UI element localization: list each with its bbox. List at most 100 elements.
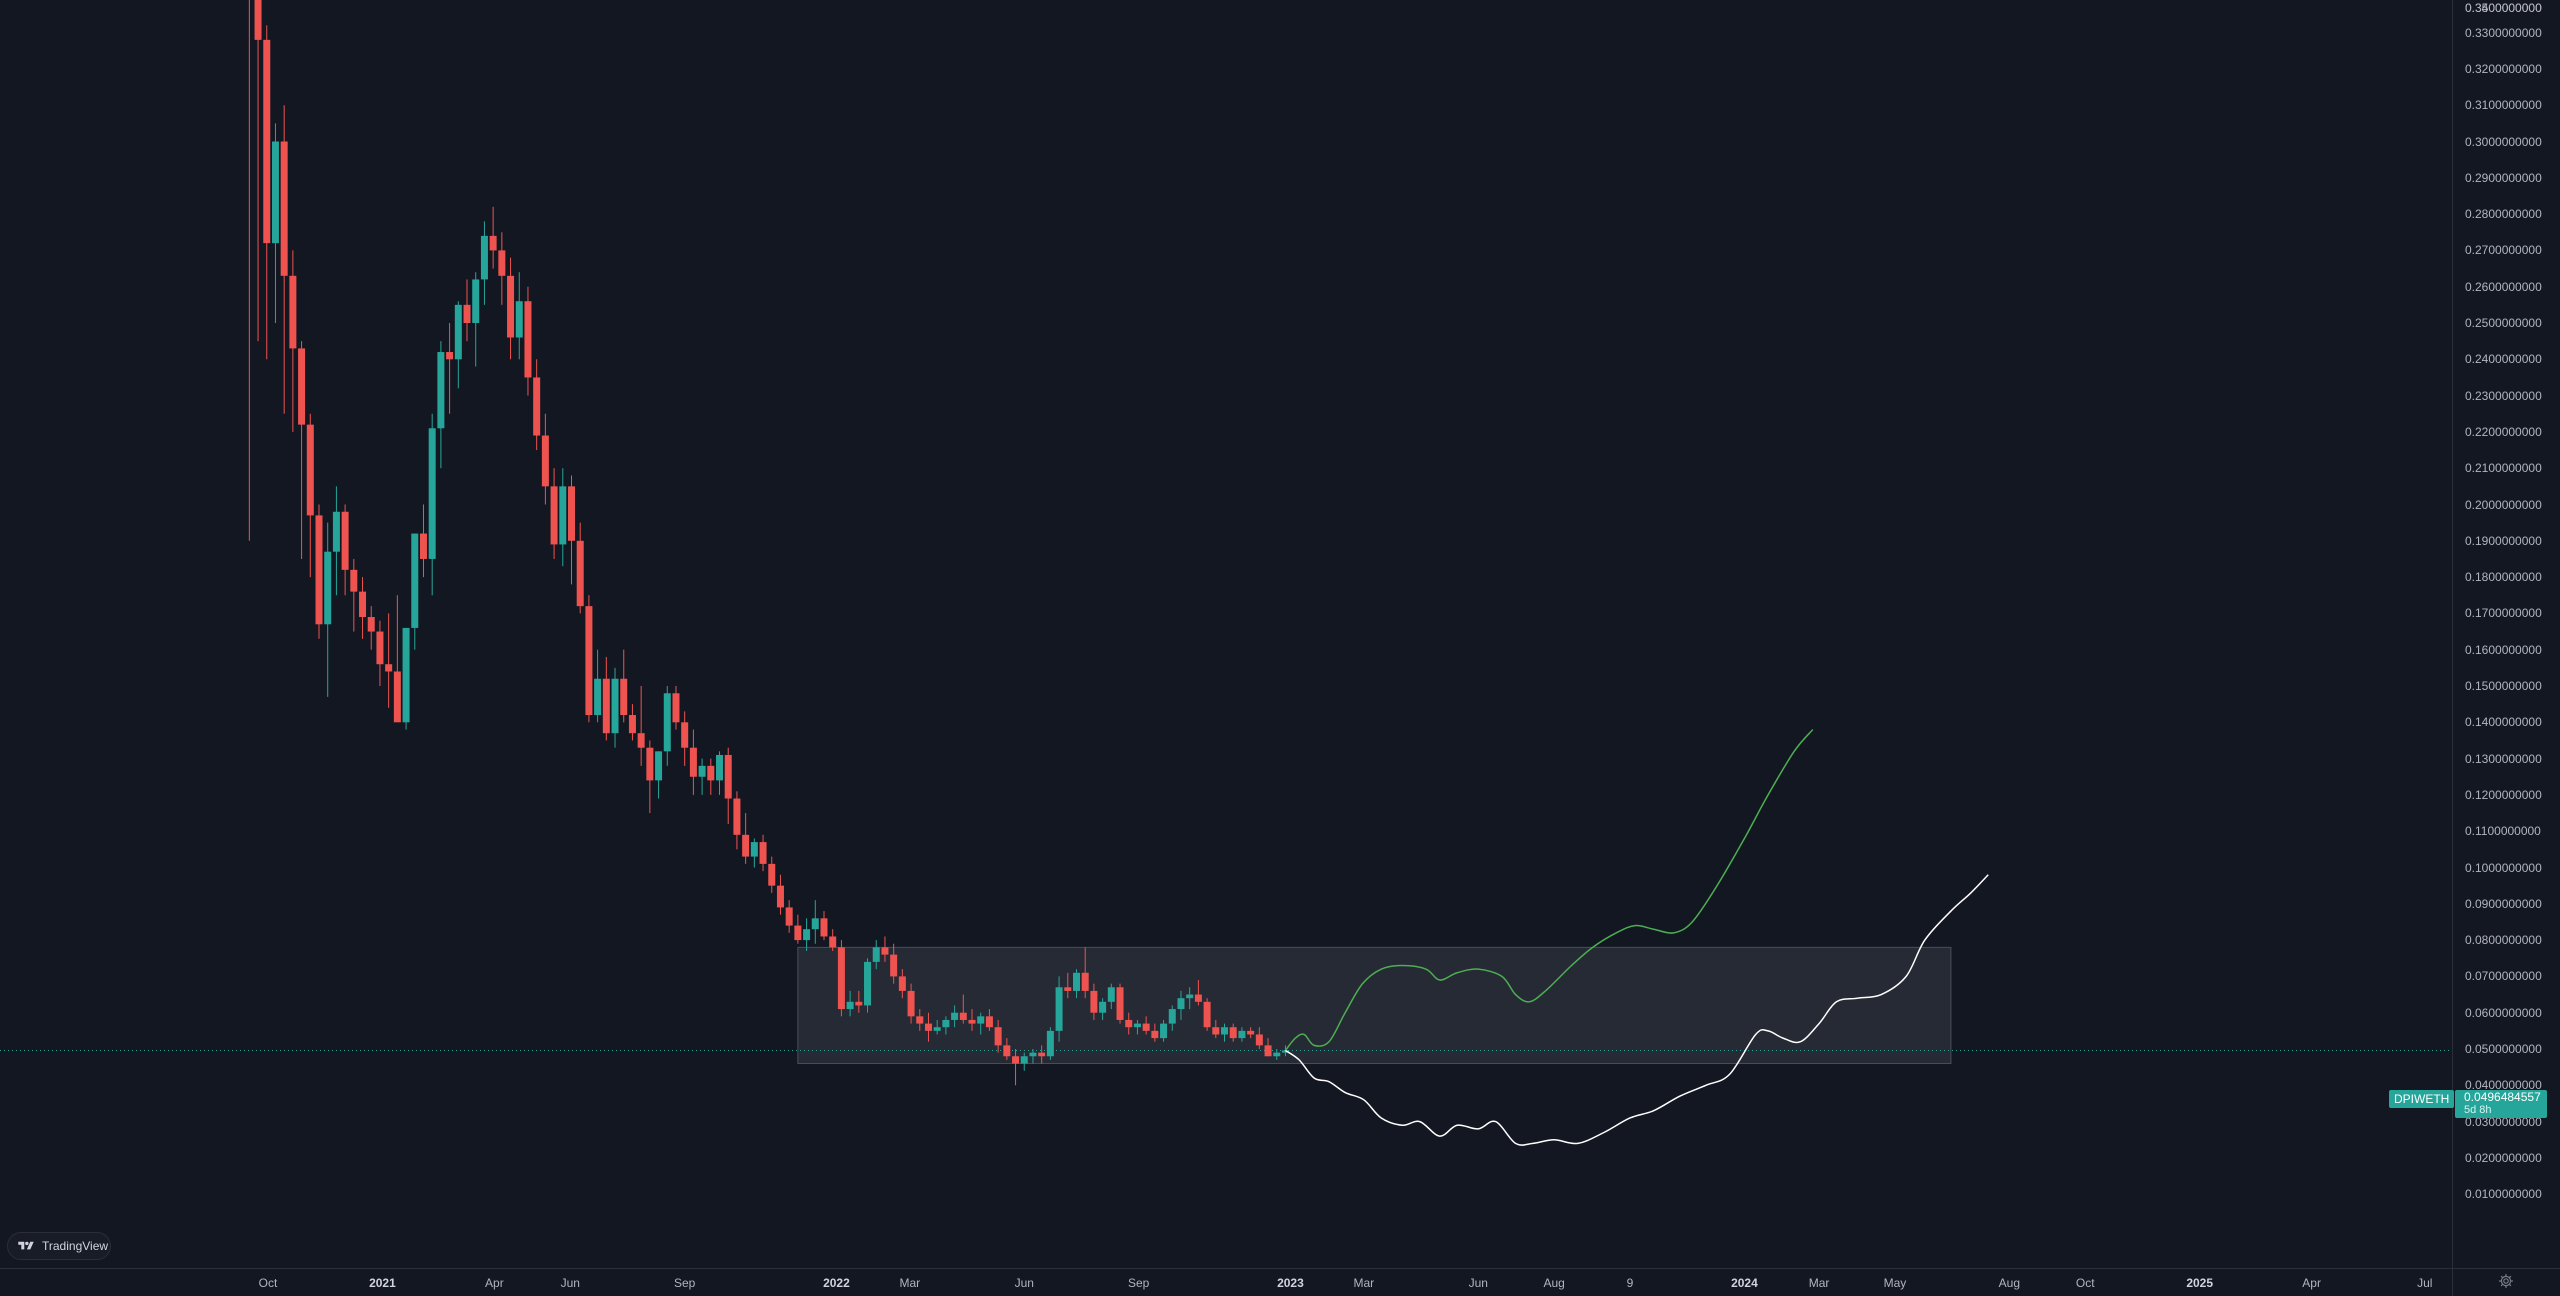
candle-body — [376, 631, 384, 665]
price-tick-label: 0.2800000000 — [2465, 207, 2542, 222]
candle-body — [916, 1016, 924, 1024]
candle-body — [959, 1012, 967, 1020]
price-scale[interactable]: 0.3500000000 0.3400000000 0.3300000000 0.32… — [2452, 0, 2560, 1268]
price-tick-label: 0.0800000000 — [2465, 933, 2542, 948]
candle-body — [350, 569, 358, 592]
candle-body — [1221, 1027, 1229, 1035]
time-tick-label: Jun — [1468, 1276, 1488, 1290]
price-tick-label: 0.2400000000 — [2465, 352, 2542, 367]
bull-projection-line[interactable] — [1284, 729, 1814, 1051]
candle-body — [1194, 994, 1202, 1002]
candle-body — [515, 301, 523, 338]
price-tick-label: 0.0600000000 — [2465, 1005, 2542, 1020]
candle-body — [820, 918, 828, 937]
candle-body — [385, 664, 393, 672]
candle-body — [1264, 1045, 1272, 1057]
candle-body — [985, 1016, 993, 1028]
candle-body — [864, 961, 872, 1006]
candle-body — [1090, 990, 1098, 1013]
bar-countdown: 5d 8h — [2464, 1104, 2492, 1116]
price-tick-label: 0.3200000000 — [2465, 61, 2542, 76]
candle-body — [611, 678, 619, 734]
price-tick-label: 0.3500000000 — [2465, 1, 2542, 15]
brand-label: TradingView — [42, 1239, 109, 1253]
candle-body — [559, 486, 567, 545]
candle-body — [1203, 1001, 1211, 1028]
time-scale[interactable]: Oct 2021 Apr Jun Sep 2022 Mar Jun Sep 2023 Mar Jun A… — [0, 1268, 2452, 1296]
candle-body — [428, 428, 436, 559]
price-tick-label: 0.0200000000 — [2465, 1150, 2542, 1165]
candle-body — [472, 279, 480, 323]
price-tick-label: 0.1000000000 — [2465, 860, 2542, 875]
price-tick-label: 0.2300000000 — [2465, 388, 2542, 403]
tradingview-badge[interactable]: TradingView — [7, 1232, 111, 1260]
price-tick-label: 0.1100000000 — [2465, 824, 2541, 839]
candle-body — [541, 435, 549, 487]
gear-icon[interactable] — [2498, 1273, 2514, 1289]
candle-body — [594, 678, 602, 716]
candle-body — [689, 747, 697, 777]
price-tick-label: 0.0700000000 — [2465, 969, 2542, 984]
price-tick-label: 0.1600000000 — [2465, 642, 2542, 657]
candle-body — [446, 352, 454, 360]
candle-body — [576, 540, 584, 607]
candle-body — [1072, 972, 1080, 991]
chart-pane[interactable]: TradingView — [0, 0, 2452, 1268]
price-tick-label: 0.2500000000 — [2465, 316, 2542, 330]
candle-body — [1255, 1034, 1263, 1046]
candle-body — [1273, 1052, 1281, 1057]
price-tick-label: 0.1300000000 — [2465, 751, 2542, 766]
candle-body — [341, 511, 349, 570]
candle-body — [881, 947, 889, 955]
candle-body — [846, 1001, 854, 1010]
candle-body — [1012, 1056, 1020, 1064]
candle-body — [768, 863, 776, 886]
time-tick-label: Sep — [1127, 1276, 1150, 1290]
candle-body — [924, 1023, 932, 1031]
candle-body — [785, 907, 793, 926]
time-tick-label: Mar — [1808, 1276, 1830, 1290]
time-tick-label: Jun — [1014, 1276, 1034, 1290]
candle-body — [411, 533, 419, 628]
price-tick-label: 0.3400000000 — [2465, 1, 2542, 15]
candle-body — [419, 533, 427, 559]
candle-body — [289, 275, 297, 349]
settings-corner[interactable] — [2452, 1268, 2560, 1296]
chart-canvas[interactable] — [0, 0, 2452, 1268]
candle-body — [280, 141, 288, 276]
candle-body — [837, 947, 845, 1010]
price-tick-label: 0.1200000000 — [2465, 787, 2542, 802]
time-tick-label: Sep — [673, 1276, 696, 1290]
candle-body — [550, 486, 558, 545]
candle-body — [951, 1012, 959, 1020]
candle-body — [480, 235, 488, 280]
time-tick-label: 2024 — [1731, 1276, 1758, 1290]
candle-body — [733, 798, 741, 835]
candle-body — [1081, 972, 1089, 991]
candle-body — [1186, 994, 1194, 999]
candle-body — [1212, 1027, 1220, 1035]
bear-projection-line[interactable] — [1285, 874, 1989, 1146]
candle-body — [1160, 1023, 1168, 1039]
candle-body — [707, 765, 715, 781]
candle-body — [1238, 1030, 1246, 1039]
symbol-label: DPIWETH — [2389, 1090, 2455, 1108]
candle-body — [750, 842, 758, 857]
candle-body — [602, 678, 610, 734]
candle-body — [1142, 1023, 1150, 1031]
candle-body — [855, 1001, 863, 1006]
candle-body — [489, 235, 497, 251]
price-tick-label: 0.1700000000 — [2465, 606, 2542, 621]
candle-body — [776, 885, 784, 908]
range-box[interactable] — [797, 946, 1952, 1065]
price-tick-label: 0.3300000000 — [2465, 25, 2542, 40]
time-tick-label: May — [1883, 1276, 1907, 1290]
candle-body — [977, 1016, 985, 1024]
time-tick-label: 2021 — [369, 1276, 396, 1290]
candle-body — [1029, 1052, 1037, 1057]
price-tick-label: 0.0900000000 — [2465, 896, 2542, 911]
time-tick-label: Apr — [2302, 1276, 2321, 1290]
candle-body — [646, 747, 654, 781]
time-tick-label: Apr — [485, 1276, 504, 1290]
candle-body — [829, 936, 837, 948]
